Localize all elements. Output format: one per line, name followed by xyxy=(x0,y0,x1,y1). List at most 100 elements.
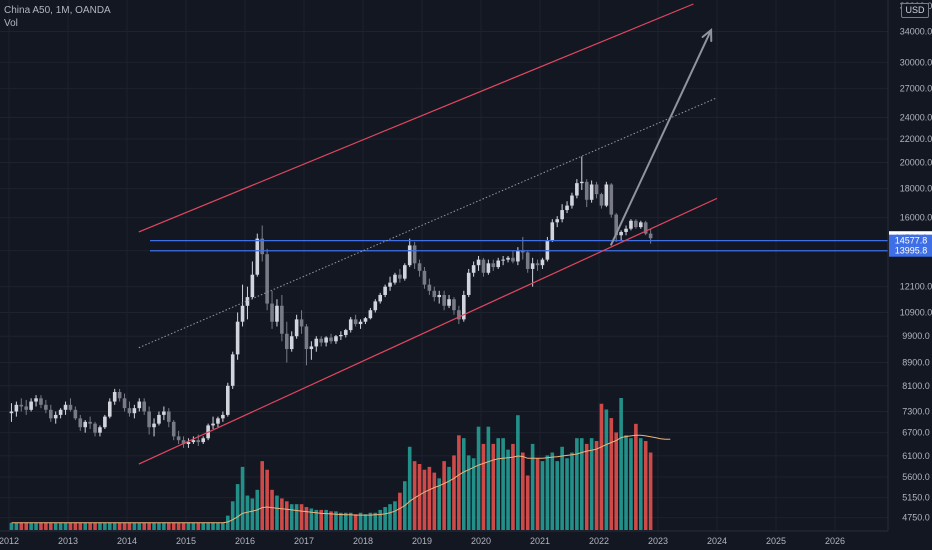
candle-body xyxy=(412,245,417,264)
candle-body xyxy=(240,305,245,322)
volume-bar xyxy=(570,452,574,530)
candle-body xyxy=(137,401,142,409)
volume-bar xyxy=(501,438,505,530)
volume-bar xyxy=(516,415,520,530)
candle-body xyxy=(73,409,78,419)
candle-body xyxy=(393,274,397,283)
time-tick-label: 2022 xyxy=(589,536,609,546)
price-tick-label: 5150.0 xyxy=(902,493,930,503)
volume-bar xyxy=(68,522,73,530)
candle-body xyxy=(457,310,461,320)
volume-bar xyxy=(643,441,648,530)
volume-bar xyxy=(575,438,579,530)
candle-body xyxy=(614,214,619,236)
volume-bar xyxy=(103,522,107,530)
candle-body xyxy=(422,270,427,285)
volume-bar xyxy=(191,522,196,530)
volume-bar xyxy=(452,455,456,530)
volume-bar xyxy=(579,438,584,530)
volume-bar xyxy=(329,511,333,530)
drawings xyxy=(138,3,888,465)
candle-body xyxy=(147,411,151,428)
volume-bar xyxy=(314,509,319,530)
candle-body xyxy=(245,297,250,306)
volume-bar xyxy=(9,522,14,530)
candle-body xyxy=(294,319,299,337)
volume-bar xyxy=(284,501,289,530)
candle-body xyxy=(501,259,505,261)
volume-bar xyxy=(648,452,653,530)
price-tick-label: 8900.0 xyxy=(902,358,930,368)
candle-body xyxy=(348,319,353,331)
candle-body xyxy=(289,336,294,350)
currency-badge[interactable]: USD xyxy=(901,3,929,18)
candle-body xyxy=(496,260,501,268)
candle-body xyxy=(39,398,43,405)
candle-body xyxy=(452,299,456,311)
volume-bar xyxy=(152,522,156,530)
volume-bar xyxy=(211,522,215,530)
candle-body xyxy=(491,263,496,268)
volume-bar xyxy=(373,512,378,530)
candle-body xyxy=(476,259,481,266)
candle-body xyxy=(171,421,176,437)
candle-body xyxy=(339,334,343,337)
candle-body xyxy=(407,245,412,266)
candle-body xyxy=(216,418,220,424)
candle-body xyxy=(221,414,225,419)
volume-bar xyxy=(117,522,122,530)
price-tick-label: 22000.0 xyxy=(900,134,932,144)
channel-lower-line xyxy=(138,197,718,465)
volume-bar xyxy=(461,438,466,530)
candle-body xyxy=(619,231,623,236)
candle-body xyxy=(334,336,338,342)
candle-body xyxy=(309,346,314,350)
volume-bar xyxy=(265,469,269,530)
volume-bar xyxy=(506,449,510,530)
candle-body xyxy=(299,319,304,327)
time-axis[interactable]: 2012 2013 2014 2015 2016 2017 2018 2019 2020 2021… xyxy=(0,530,888,546)
candle-body xyxy=(565,205,569,211)
candle-body xyxy=(44,404,48,410)
candle-body xyxy=(275,305,279,322)
volume-bar xyxy=(388,504,392,530)
volume-bar xyxy=(324,509,328,530)
candle-body xyxy=(358,321,363,325)
volume-bar xyxy=(599,403,604,530)
symbol-title[interactable]: China A50, 1M, OANDA xyxy=(4,5,111,16)
volume-bar xyxy=(196,522,201,530)
candle-body xyxy=(629,220,633,229)
volume-bar xyxy=(343,512,348,530)
volume-bar xyxy=(63,522,68,530)
volume-bar xyxy=(417,464,422,530)
projection-arrow-head xyxy=(701,27,713,43)
volume-bar xyxy=(122,522,127,530)
time-tick-label: 2018 xyxy=(353,536,373,546)
candle-body xyxy=(132,408,137,414)
volume-bar xyxy=(299,504,304,530)
candle-body xyxy=(112,391,117,402)
volume-bar xyxy=(142,522,147,530)
volume-bar xyxy=(107,522,112,530)
volume-bar xyxy=(280,498,284,530)
candle-body xyxy=(78,418,83,428)
volume-bar xyxy=(629,438,633,530)
price-axis[interactable]: 34000.0 30000.0 27000.0 24000.0 22000.0 20000… xyxy=(887,0,932,531)
candle-body xyxy=(284,333,289,350)
candle-body xyxy=(560,210,564,220)
volume-legend[interactable]: Vol xyxy=(4,18,18,29)
candle-body xyxy=(481,259,486,273)
candle-body xyxy=(14,404,19,412)
candle-body xyxy=(447,299,451,306)
candle-body xyxy=(570,195,574,206)
candle-body xyxy=(378,294,383,302)
volume-bar xyxy=(412,461,417,530)
candle-body xyxy=(191,440,196,443)
candle-body xyxy=(398,274,402,279)
volume-bar xyxy=(368,512,373,530)
candle-body xyxy=(314,338,319,347)
volume-bar xyxy=(348,512,353,530)
candle-body xyxy=(270,303,274,322)
